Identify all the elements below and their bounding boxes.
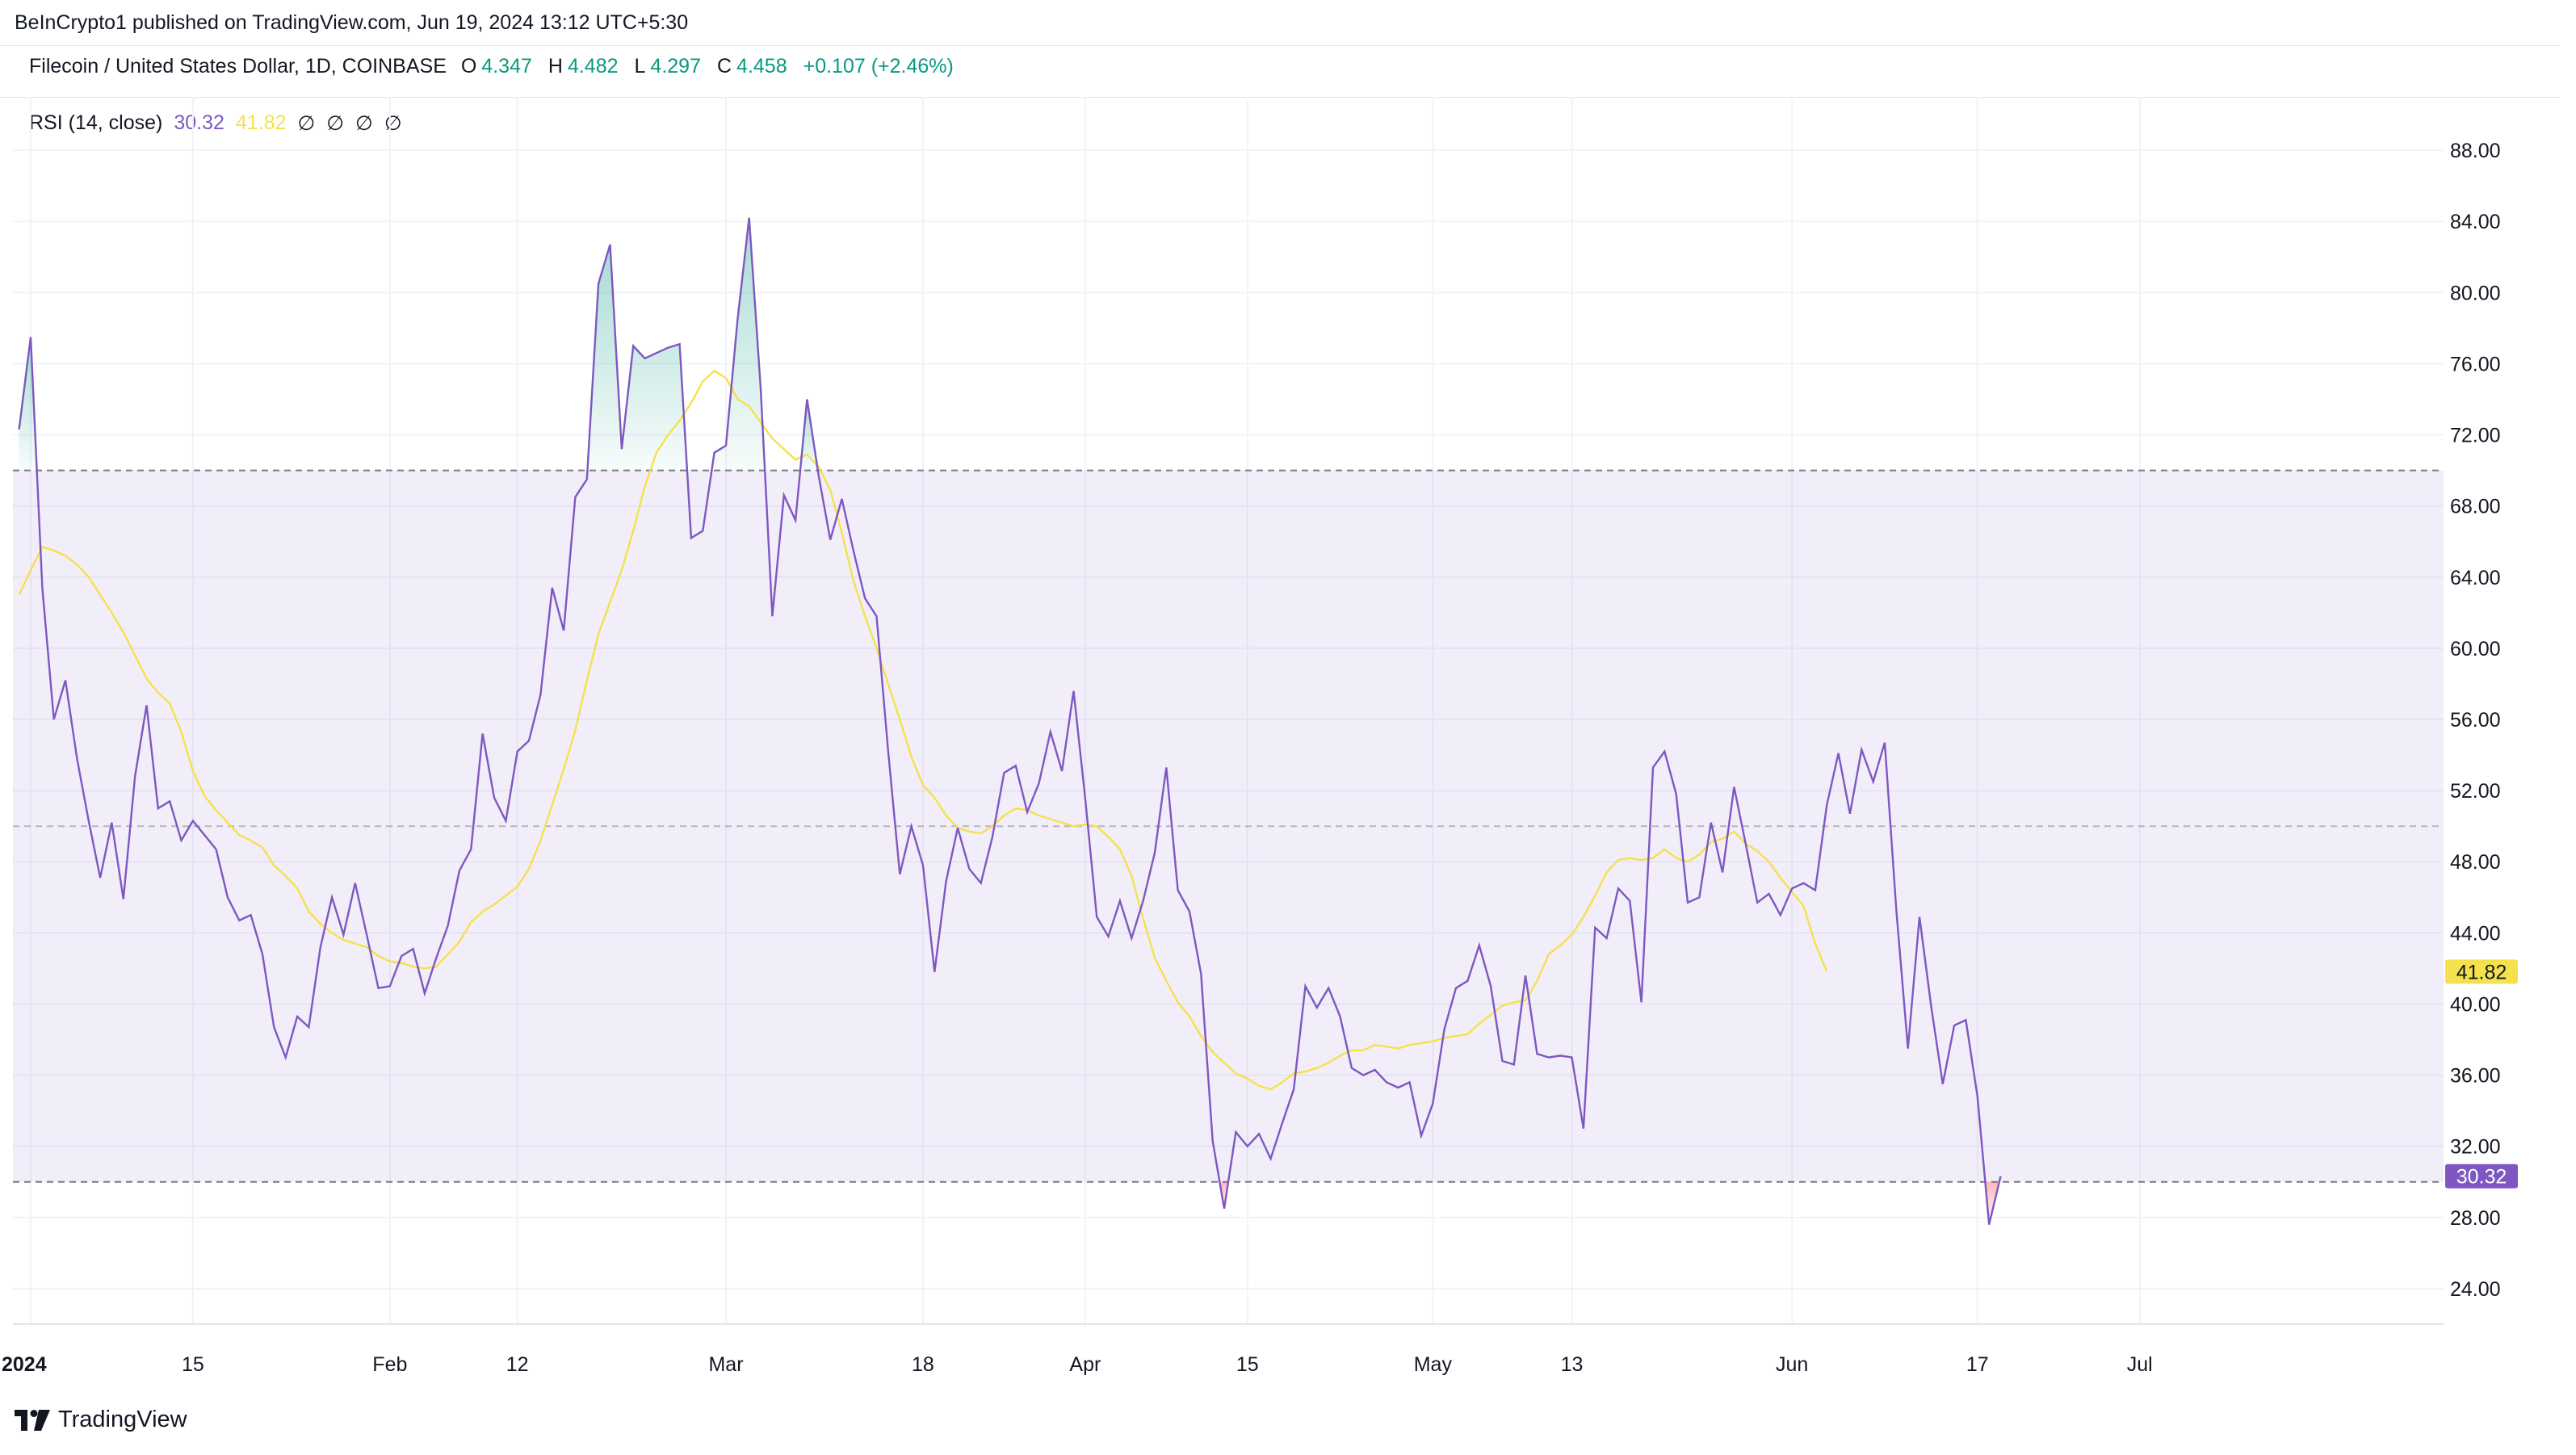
indicator-legend: RSI (14, close) 30.32 41.82 ∅ ∅ ∅ ∅ xyxy=(29,111,402,136)
x-tick-label: Jun xyxy=(1776,1353,1808,1376)
grid-lines xyxy=(13,97,2444,1324)
ma-value: 41.82 xyxy=(235,111,287,134)
close-label: C xyxy=(716,55,732,78)
low-label: L xyxy=(634,55,646,78)
x-tick-label: Jul xyxy=(2127,1353,2153,1376)
change-value: +0.107 (+2.46%) xyxy=(803,55,954,78)
y-tick-label: 56.00 xyxy=(2450,709,2501,732)
band-fill-region xyxy=(711,217,766,471)
open-label: O xyxy=(460,55,477,78)
symbol-legend: Filecoin / United States Dollar, 1D, COI… xyxy=(29,55,965,78)
header-divider xyxy=(0,45,2560,46)
y-tick-label: 76.00 xyxy=(2450,353,2501,375)
y-tick-label: 32.00 xyxy=(2450,1136,2501,1159)
empty-mark-4: ∅ xyxy=(384,112,402,135)
y-tick-label: 52.00 xyxy=(2450,780,2501,803)
y-tick-label: 84.00 xyxy=(2450,211,2501,233)
x-tick-label: Feb xyxy=(372,1353,407,1376)
y-tick-label: 36.00 xyxy=(2450,1065,2501,1088)
empty-mark-1: ∅ xyxy=(297,112,316,135)
x-tick-label: 15 xyxy=(1236,1353,1259,1376)
footer-brand: TradingView xyxy=(58,1407,187,1432)
empty-mark-3: ∅ xyxy=(355,112,373,135)
y-tick-label: 64.00 xyxy=(2450,567,2501,589)
pane-divider xyxy=(0,97,2560,98)
open-value: 4.347 xyxy=(481,55,532,78)
rsi-value: 30.32 xyxy=(174,111,224,134)
indicator-name[interactable]: RSI (14, close) xyxy=(29,111,163,134)
last-value-rsi-bg xyxy=(2445,1164,2518,1189)
y-tick-label: 28.00 xyxy=(2450,1207,2501,1230)
band-fill-region xyxy=(1219,1181,1229,1209)
low-value: 4.297 xyxy=(650,55,701,78)
x-tick-label: 15 xyxy=(182,1353,204,1376)
x-tick-label: 2024 xyxy=(2,1353,47,1376)
y-tick-label: 40.00 xyxy=(2450,993,2501,1016)
x-tick-label: 13 xyxy=(1561,1353,1584,1376)
x-tick-label: Mar xyxy=(708,1353,743,1376)
symbol-name[interactable]: Filecoin / United States Dollar, 1D, COI… xyxy=(29,55,447,78)
series-line-ma xyxy=(18,369,1828,1091)
last-value-rsi: 30.32 xyxy=(2456,1166,2507,1189)
y-tick-label: 68.00 xyxy=(2450,496,2501,518)
y-tick-label: 72.00 xyxy=(2450,425,2501,447)
x-tick-label: 12 xyxy=(506,1353,529,1376)
high-value: 4.482 xyxy=(567,55,619,78)
y-tick-label: 60.00 xyxy=(2450,638,2501,660)
x-tick-label: Apr xyxy=(1069,1353,1101,1376)
band-fill-region xyxy=(800,399,818,471)
y-axis[interactable]: 24.00 28.00 32.00 36.00 40.00 44.00 48.00 52.00… xyxy=(2450,140,2501,1301)
tradingview-footer: TradingView xyxy=(15,1407,187,1433)
x-tick-label: 17 xyxy=(1966,1353,1989,1376)
last-value-ma: 41.82 xyxy=(2456,961,2507,983)
band-fill-region xyxy=(587,244,687,471)
x-tick-label: 18 xyxy=(912,1353,934,1376)
x-axis[interactable]: 2024 15 Feb 12 Mar 18 Apr 15 May 13 Jun 17 Jul xyxy=(2,1353,2153,1376)
x-tick-label: May xyxy=(1414,1353,1453,1376)
overbought-fill xyxy=(19,217,818,471)
y-tick-label: 48.00 xyxy=(2450,851,2501,874)
y-tick-label: 88.00 xyxy=(2450,140,2501,162)
empty-mark-2: ∅ xyxy=(326,112,345,135)
y-tick-label: 80.00 xyxy=(2450,282,2501,304)
last-value-labels: 41.82 30.32 xyxy=(2445,959,2518,1189)
y-tick-label: 24.00 xyxy=(2450,1278,2501,1301)
last-value-ma-bg xyxy=(2445,959,2518,984)
tradingview-logo-icon xyxy=(15,1409,50,1431)
band-fill-region xyxy=(19,337,37,471)
series-line-rsi xyxy=(18,217,2002,1225)
high-label: H xyxy=(548,55,563,78)
close-value: 4.458 xyxy=(736,55,787,78)
published-by: BeInCrypto1 published on TradingView.com… xyxy=(15,11,689,34)
y-tick-label: 44.00 xyxy=(2450,922,2501,945)
